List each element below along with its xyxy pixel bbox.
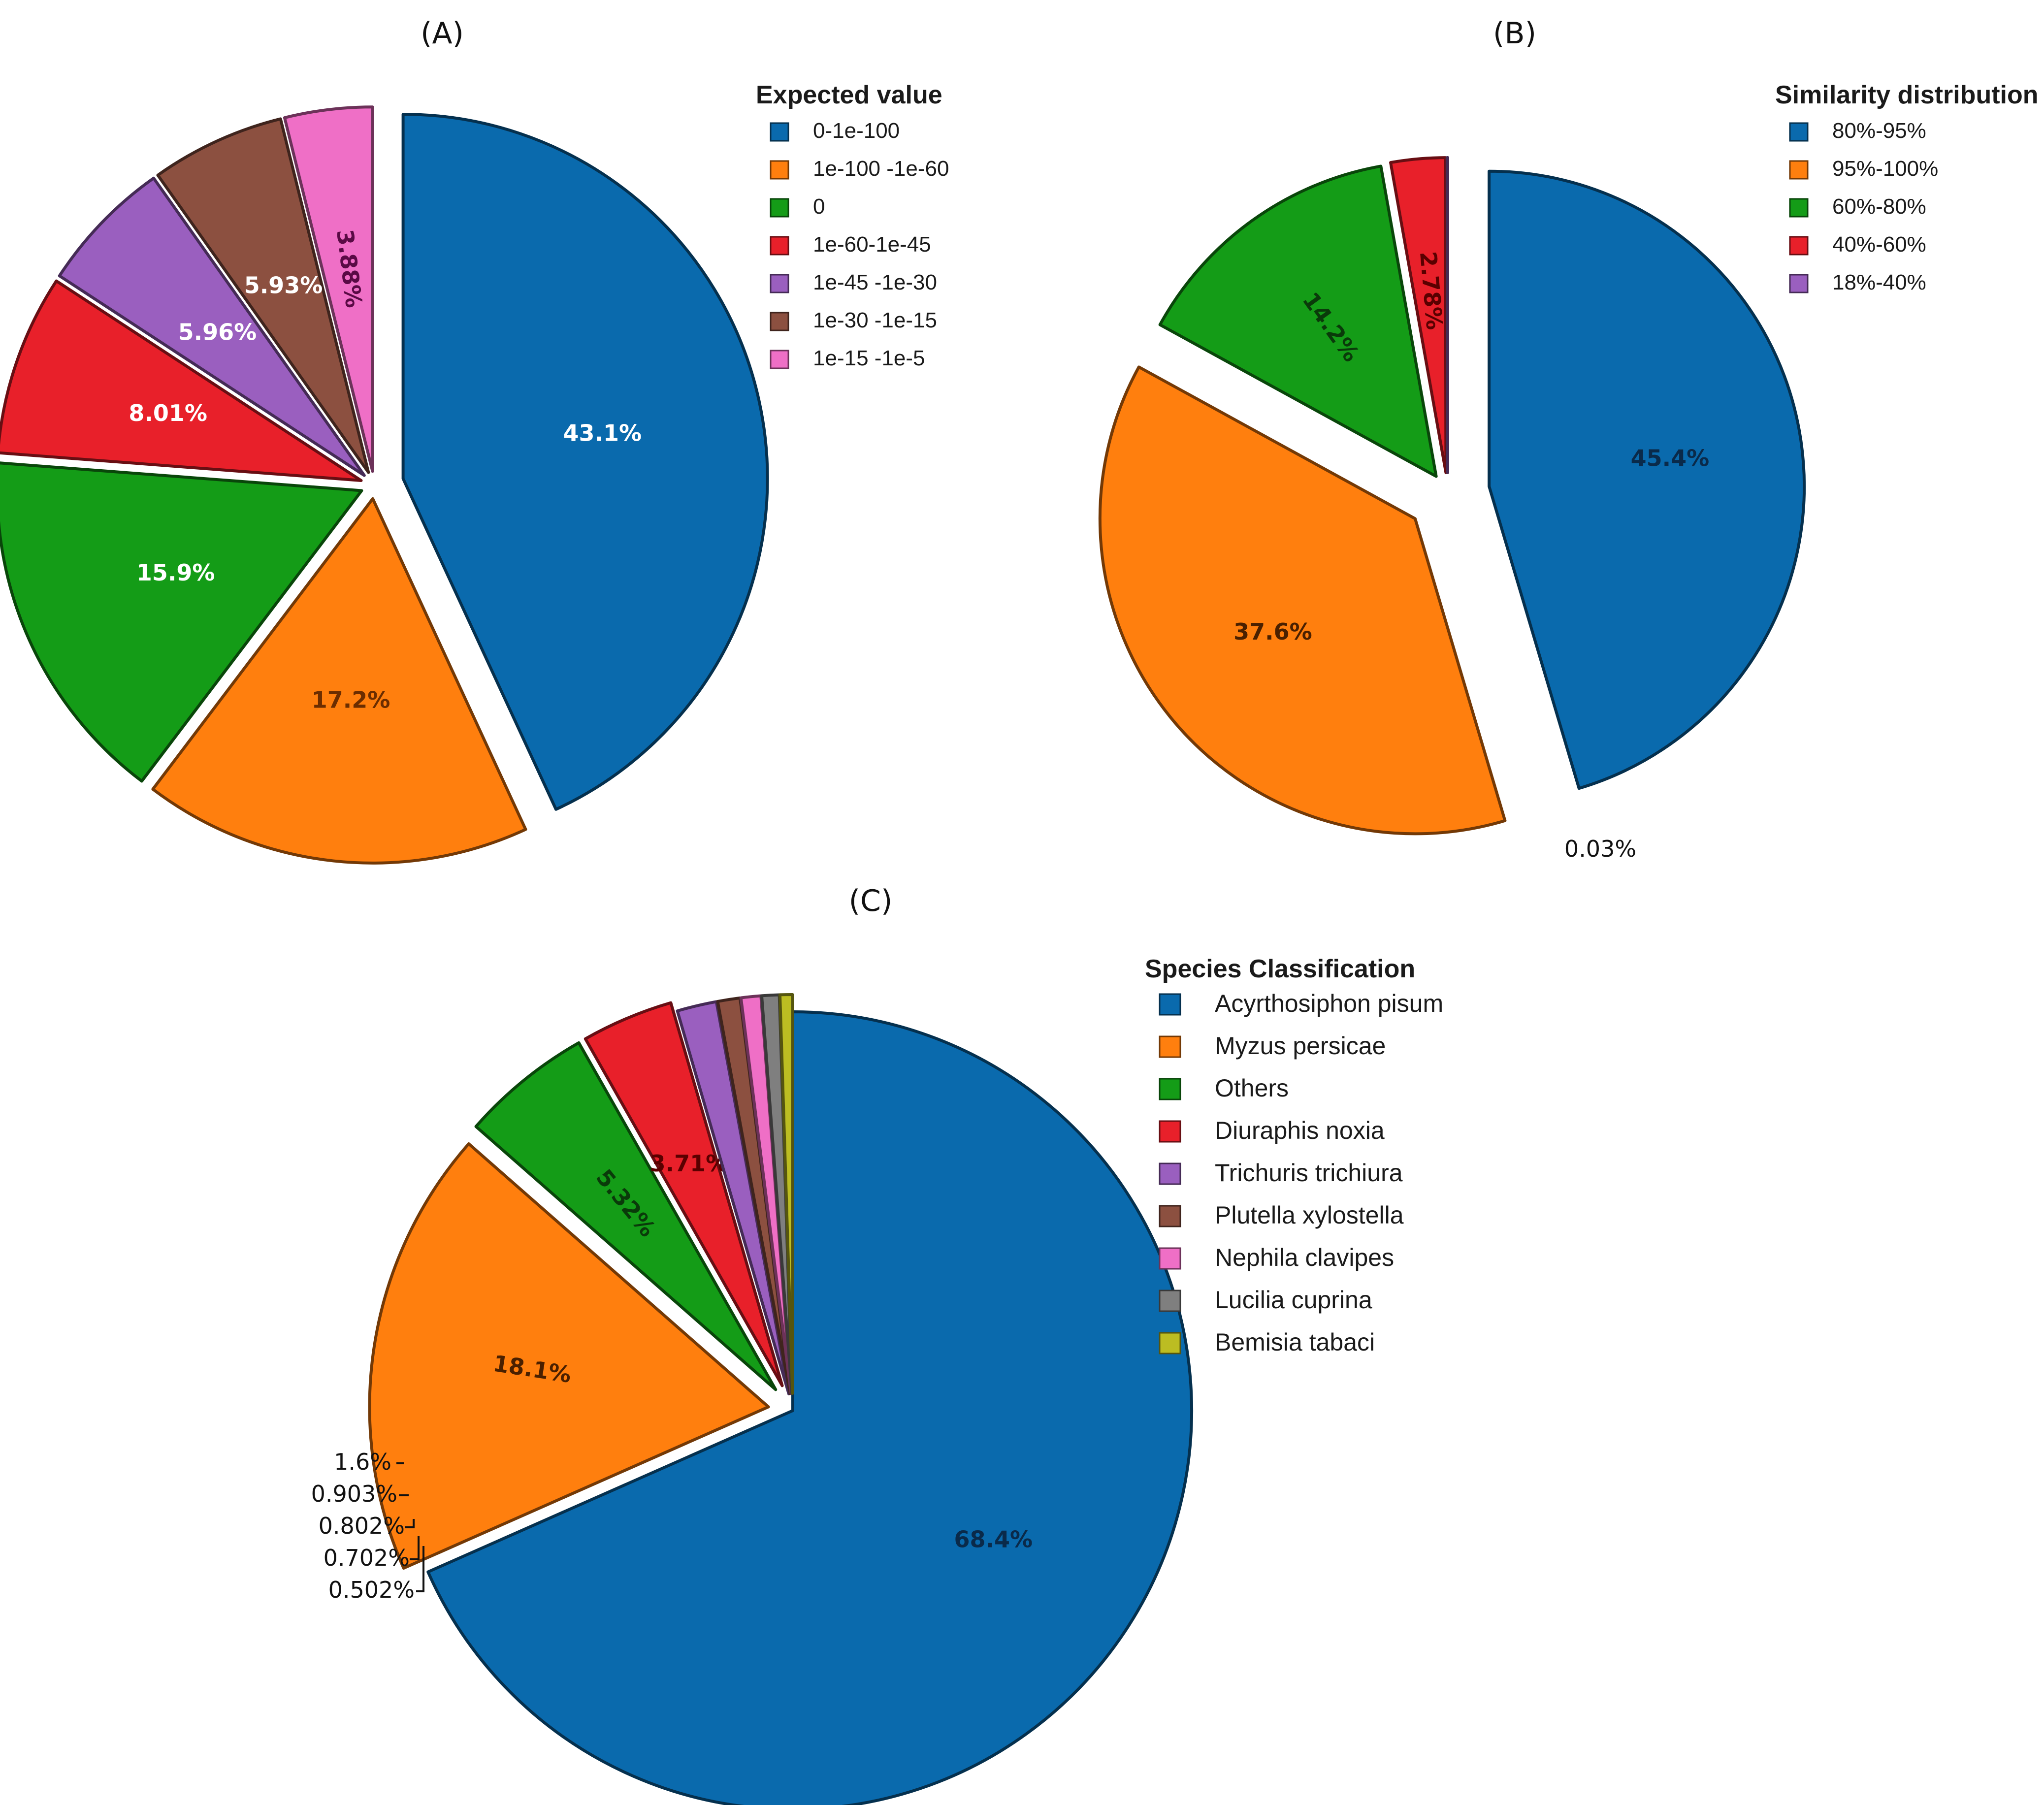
slice-label-95-100: 37.6% xyxy=(1233,618,1312,645)
slice-80-95 xyxy=(1488,169,1806,790)
legend-swatch-bemisia-tabaci xyxy=(1159,1332,1181,1354)
legend-title: Species Classification xyxy=(1145,955,1415,983)
legend-c: Species Classification Acyrthosiphon pisu… xyxy=(1145,955,1443,1356)
slice-label-0: 15.9% xyxy=(136,559,215,586)
pie-chart-a: 43.1%17.2%15.9%8.01%5.96%5.93% 3.88% xyxy=(0,105,769,865)
leader-line-lucilia-cuprina xyxy=(410,1536,420,1560)
legend-swatch-80-95 xyxy=(1789,122,1809,142)
legend-swatch-95-100 xyxy=(1789,160,1809,180)
pie-chart-c: 68.4%18.1%5.32%3.71%1.6%0.903%0.802%0.70… xyxy=(311,993,1193,1805)
legend-label-myzus-persicae: Myzus persicae xyxy=(1215,1032,1386,1060)
slice-diuraphis-noxia xyxy=(584,1001,784,1387)
legend-label-1e-60-1e-45: 1e-60-1e-45 xyxy=(813,232,931,257)
panel-a-title: (A) xyxy=(421,16,464,51)
legend-label-18-40: 18%-40% xyxy=(1832,270,1926,294)
legend-b: Similarity distribution 80%-95% 95%-100% 60… xyxy=(1775,81,2039,294)
slice-label-18-40: 0.03% xyxy=(1564,836,1636,862)
legend-label-nephila-clavipes: Nephila clavipes xyxy=(1215,1244,1394,1271)
slice-60-80 xyxy=(1158,164,1438,478)
slice-label-1e-60-1e-45: 8.01% xyxy=(129,400,207,426)
slice-18-40 xyxy=(1445,156,1449,474)
legend-title: Similarity distribution xyxy=(1775,81,2039,109)
legend-label-80-95: 80%-95% xyxy=(1832,119,1926,143)
legend-label-plutella-xylostella: Plutella xylostella xyxy=(1215,1201,1404,1229)
pie-chart-b: 45.4%37.6%14.2% 2.78%0.03% xyxy=(1098,156,1806,862)
legend-label-trichuris-trichiura: Trichuris trichiura xyxy=(1215,1159,1403,1187)
legend-label-1e-15-1e-5: 1e-15 -1e-5 xyxy=(813,346,925,370)
slice-others xyxy=(474,1041,778,1391)
panel-b-title: (B) xyxy=(1493,16,1536,51)
slice-1e-60-1e-45 xyxy=(0,279,363,482)
slice-label-plutella-xylostella: 0.903% xyxy=(311,1481,397,1507)
legend-swatch-trichuris-trichiura xyxy=(1159,1162,1181,1185)
slice-label-trichuris-trichiura: 1.6% xyxy=(334,1449,391,1475)
slice-0-1e-100 xyxy=(401,113,769,811)
legend-swatch-acyrthosiphon-pisum xyxy=(1159,993,1181,1016)
legend-label-diuraphis-noxia: Diuraphis noxia xyxy=(1215,1117,1385,1144)
slice-0 xyxy=(0,461,363,783)
leader-line-bemisia-tabaci xyxy=(416,1546,424,1592)
legend-swatch-1e-60-1e-45 xyxy=(770,236,789,256)
slice-1e-15-1e-5 xyxy=(283,105,374,473)
legend-swatch-myzus-persicae xyxy=(1159,1035,1181,1058)
legend-swatch-1e-100-1e-60 xyxy=(770,160,789,180)
legend-label-40-60: 40%-60% xyxy=(1832,232,1926,257)
slice-label-nephila-clavipes: 0.802% xyxy=(319,1513,405,1539)
legend-a: Expected value 0-1e-100 1e-100 -1e-60 0 1e-6… xyxy=(756,81,949,370)
legend-swatch-nephila-clavipes xyxy=(1159,1247,1181,1270)
legend-label-lucilia-cuprina: Lucilia cuprina xyxy=(1215,1286,1372,1314)
legend-swatch-diuraphis-noxia xyxy=(1159,1120,1181,1143)
slice-label-0-1e-100: 43.1% xyxy=(563,420,642,447)
legend-swatch-18-40 xyxy=(1789,274,1809,293)
slice-1e-45-1e-30 xyxy=(58,176,366,477)
slice-95-100 xyxy=(1098,365,1507,836)
slice-label-diuraphis-noxia: 3.71% xyxy=(650,1150,729,1177)
slice-1e-30-1e-15 xyxy=(156,117,370,474)
legend-label-1e-45-1e-30: 1e-45 -1e-30 xyxy=(813,270,937,294)
legend-swatch-60-80 xyxy=(1789,198,1809,218)
legend-label-60-80: 60%-80% xyxy=(1832,194,1926,219)
legend-swatch-1e-30-1e-15 xyxy=(770,312,789,331)
slice-label-1e-45-1e-30: 5.96% xyxy=(178,319,257,345)
slice-label-80-95: 45.4% xyxy=(1631,445,1710,472)
slice-label-1e-100-1e-60: 17.2% xyxy=(312,686,390,713)
legend-label-95-100: 95%-100% xyxy=(1832,157,1938,181)
legend-title: Expected value xyxy=(756,81,942,109)
legend-swatch-40-60 xyxy=(1789,236,1809,256)
slice-bemisia-tabaci xyxy=(778,993,794,1395)
slice-label-1e-30-1e-15: 5.93% xyxy=(244,272,323,298)
slice-label-acyrthosiphon-pisum: 68.4% xyxy=(954,1526,1033,1553)
slice-myzus-persicae xyxy=(368,1142,770,1570)
legend-label-0-1e-100: 0-1e-100 xyxy=(813,119,900,143)
legend-swatch-plutella-xylostella xyxy=(1159,1205,1181,1227)
legend-label-bemisia-tabaci: Bemisia tabaci xyxy=(1215,1328,1375,1356)
legend-label-1e-30-1e-15: 1e-30 -1e-15 xyxy=(813,308,937,332)
legend-label-others: Others xyxy=(1215,1074,1289,1102)
legend-swatch-1e-45-1e-30 xyxy=(770,274,789,293)
legend-swatch-1e-15-1e-5 xyxy=(770,350,789,369)
slice-acyrthosiphon-pisum xyxy=(426,1010,1193,1805)
legend-label-1e-100-1e-60: 1e-100 -1e-60 xyxy=(813,157,949,181)
legend-swatch-others xyxy=(1159,1078,1181,1100)
slice-40-60 xyxy=(1389,156,1448,475)
legend-swatch-0-1e-100 xyxy=(770,122,789,142)
legend-label-acyrthosiphon-pisum: Acyrthosiphon pisum xyxy=(1215,990,1443,1017)
panel-c-title: (C) xyxy=(849,884,893,918)
leader-line-nephila-clavipes xyxy=(405,1519,415,1528)
legend-swatch-0 xyxy=(770,198,789,218)
slice-label-bemisia-tabaci: 0.502% xyxy=(328,1577,415,1603)
legend-swatch-lucilia-cuprina xyxy=(1159,1289,1181,1312)
slice-1e-100-1e-60 xyxy=(151,497,527,865)
legend-label-0: 0 xyxy=(813,194,825,219)
slice-label-lucilia-cuprina: 0.702% xyxy=(324,1545,410,1571)
